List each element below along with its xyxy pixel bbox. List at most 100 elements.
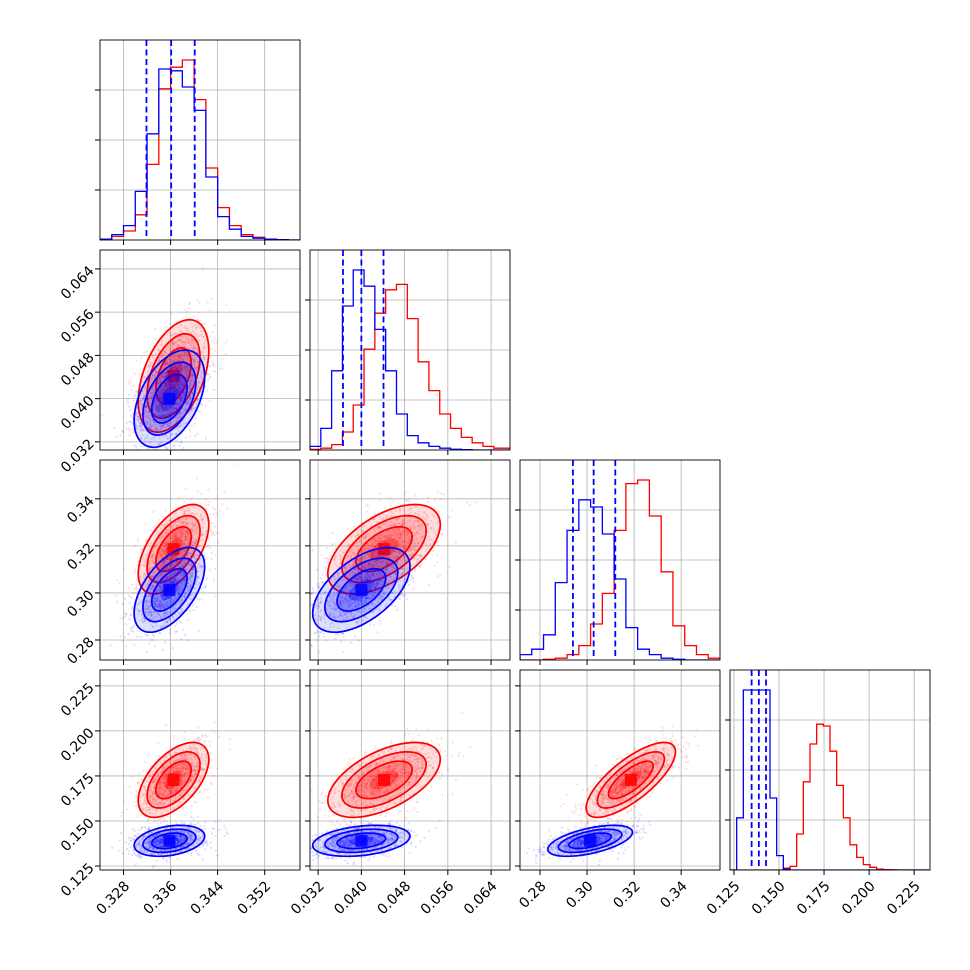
scatter-point	[127, 378, 130, 381]
scatter-point	[369, 562, 372, 565]
scatter-point	[181, 335, 184, 338]
scatter-point	[364, 537, 367, 540]
scatter-point	[334, 603, 337, 607]
scatter-point	[189, 397, 192, 401]
scatter-point	[381, 518, 384, 521]
scatter-point	[148, 594, 151, 597]
scatter-point	[389, 552, 392, 555]
scatter-point	[167, 358, 170, 361]
scatter-point	[436, 544, 439, 547]
scatter-point	[140, 422, 143, 425]
scatter-point	[160, 404, 163, 407]
scatter-point	[158, 604, 161, 607]
scatter-point	[401, 519, 404, 522]
scatter-point	[184, 364, 187, 367]
scatter-point	[178, 355, 181, 358]
scatter-point	[149, 568, 152, 571]
scatter-point	[184, 536, 187, 539]
scatter-point	[373, 561, 376, 564]
scatter-point	[414, 519, 417, 522]
scatter-point	[400, 534, 403, 537]
scatter-point	[221, 368, 224, 371]
scatter-point	[131, 606, 134, 609]
scatter-point	[205, 577, 208, 580]
scatter-point	[163, 445, 166, 448]
scatter-point	[193, 543, 197, 546]
scatter-point	[155, 426, 158, 429]
scatter-point	[162, 414, 165, 417]
scatter-point	[284, 625, 286, 627]
scatter-point	[160, 535, 163, 538]
scatter-point	[190, 389, 193, 392]
scatter-point	[169, 524, 172, 527]
scatter-point	[142, 395, 145, 398]
scatter-point	[192, 529, 195, 532]
y-tick-label: 0.040	[58, 393, 98, 433]
scatter-point	[165, 422, 168, 425]
scatter-point	[175, 570, 178, 573]
scatter-point	[115, 578, 118, 581]
scatter-point	[165, 577, 169, 581]
scatter-point	[402, 521, 405, 525]
scatter-point	[174, 408, 177, 411]
scatter-point	[415, 531, 418, 534]
scatter-point	[164, 602, 167, 605]
scatter-point	[158, 403, 161, 406]
scatter-point	[176, 573, 179, 576]
scatter-point	[171, 581, 174, 585]
scatter-point	[192, 533, 195, 536]
scatter-point	[187, 369, 190, 372]
scatter-point	[194, 333, 197, 336]
scatter-point	[176, 556, 179, 559]
scatter-point	[348, 563, 351, 567]
scatter-point	[183, 550, 186, 553]
scatter-point	[154, 401, 157, 404]
scatter-point	[163, 560, 166, 563]
scatter-point	[175, 420, 178, 423]
scatter-point	[162, 419, 166, 422]
scatter-point	[153, 374, 156, 377]
scatter-point	[161, 387, 164, 390]
scatter-point	[151, 353, 154, 356]
scatter-point	[163, 371, 166, 374]
scatter-point	[184, 562, 187, 565]
scatter-point	[333, 606, 337, 609]
scatter-point	[363, 525, 366, 528]
scatter-point	[389, 548, 392, 551]
scatter-point	[191, 573, 194, 576]
scatter-point	[378, 551, 382, 554]
scatter-point	[182, 411, 185, 414]
scatter-point	[177, 578, 180, 581]
scatter-point	[134, 418, 137, 421]
scatter-point	[152, 547, 155, 550]
scatter-point	[201, 322, 204, 325]
scatter-point	[171, 647, 175, 650]
scatter-point	[375, 544, 378, 547]
scatter-point	[364, 566, 368, 570]
scatter-point	[177, 388, 180, 391]
scatter-point	[392, 540, 395, 543]
scatter-point	[147, 592, 150, 595]
scatter-point	[175, 539, 179, 543]
scatter-point	[190, 332, 193, 335]
scatter-point	[182, 385, 185, 388]
scatter-point	[146, 633, 149, 637]
scatter-point	[179, 544, 182, 548]
scatter-point	[165, 523, 168, 526]
scatter-point	[197, 366, 200, 369]
scatter-point	[167, 519, 171, 522]
scatter-point	[339, 599, 342, 602]
scatter-point	[145, 595, 148, 598]
scatter-point	[130, 629, 133, 632]
scatter-point	[143, 394, 147, 397]
scatter-point	[163, 579, 167, 582]
scatter-point	[203, 522, 206, 525]
scatter-point	[415, 537, 418, 540]
scatter-point	[165, 604, 168, 607]
scatter-point	[392, 566, 395, 569]
scatter-point	[365, 578, 368, 581]
scatter-point	[175, 332, 179, 335]
scatter-point	[163, 580, 166, 584]
scatter-point	[150, 555, 153, 558]
scatter-point	[158, 604, 161, 607]
